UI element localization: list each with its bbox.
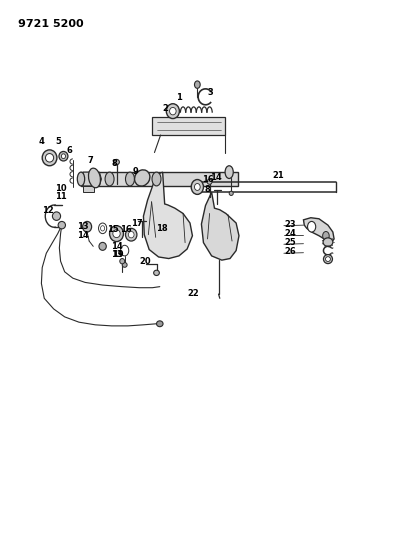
Text: 8: 8 <box>112 159 118 167</box>
Ellipse shape <box>122 263 127 267</box>
Text: 4: 4 <box>39 138 45 147</box>
Ellipse shape <box>120 259 125 264</box>
Ellipse shape <box>128 231 134 238</box>
Text: 10: 10 <box>55 183 67 192</box>
Text: 16: 16 <box>120 225 132 234</box>
Polygon shape <box>143 172 192 259</box>
Text: 15: 15 <box>107 225 118 234</box>
Circle shape <box>307 221 316 232</box>
Text: 9721 5200: 9721 5200 <box>18 19 83 29</box>
Polygon shape <box>152 117 225 135</box>
Ellipse shape <box>99 243 106 251</box>
Ellipse shape <box>170 108 176 115</box>
Ellipse shape <box>83 221 92 232</box>
Text: 18: 18 <box>156 224 167 233</box>
Ellipse shape <box>207 179 212 184</box>
Text: 16: 16 <box>202 175 214 184</box>
Ellipse shape <box>157 321 163 327</box>
Text: 14: 14 <box>77 231 89 240</box>
Ellipse shape <box>61 154 65 159</box>
Ellipse shape <box>88 168 100 188</box>
Text: 11: 11 <box>55 192 67 201</box>
Text: 26: 26 <box>284 247 296 256</box>
Ellipse shape <box>166 104 179 118</box>
Text: 9: 9 <box>133 166 139 175</box>
Ellipse shape <box>194 183 200 190</box>
Polygon shape <box>83 186 95 192</box>
Circle shape <box>194 81 200 88</box>
Ellipse shape <box>323 255 332 264</box>
Text: 3: 3 <box>208 88 213 97</box>
Ellipse shape <box>194 181 201 193</box>
Ellipse shape <box>125 172 134 186</box>
Text: 21: 21 <box>273 171 284 180</box>
Text: 2: 2 <box>163 104 169 113</box>
Text: 12: 12 <box>42 206 54 215</box>
Text: 23: 23 <box>284 220 296 229</box>
Ellipse shape <box>323 238 333 246</box>
Ellipse shape <box>125 228 137 241</box>
Ellipse shape <box>134 170 150 186</box>
Polygon shape <box>201 192 239 260</box>
Text: 20: 20 <box>139 257 151 265</box>
Text: 25: 25 <box>284 238 296 247</box>
Polygon shape <box>81 172 238 186</box>
Ellipse shape <box>326 257 330 262</box>
Text: 22: 22 <box>187 288 199 297</box>
Text: 24: 24 <box>284 229 296 238</box>
Polygon shape <box>83 172 102 186</box>
Text: 14: 14 <box>111 242 122 251</box>
Ellipse shape <box>152 172 161 186</box>
Ellipse shape <box>53 212 60 220</box>
Text: 7: 7 <box>88 156 94 165</box>
Text: 1: 1 <box>176 93 182 102</box>
Ellipse shape <box>105 172 114 186</box>
Polygon shape <box>303 217 334 243</box>
Text: 19: 19 <box>113 251 124 260</box>
Text: 17: 17 <box>131 219 143 228</box>
Ellipse shape <box>229 191 233 196</box>
Text: 14: 14 <box>210 173 222 182</box>
Text: 8: 8 <box>205 185 210 194</box>
Ellipse shape <box>42 150 57 166</box>
Text: 13: 13 <box>111 251 122 260</box>
Ellipse shape <box>59 151 68 161</box>
Text: 5: 5 <box>55 138 61 147</box>
Ellipse shape <box>191 180 203 195</box>
Ellipse shape <box>225 166 233 179</box>
Ellipse shape <box>110 225 123 241</box>
Text: 13: 13 <box>77 222 88 231</box>
Ellipse shape <box>77 172 85 186</box>
Ellipse shape <box>46 154 54 162</box>
Ellipse shape <box>113 230 120 238</box>
Text: 6: 6 <box>67 147 73 156</box>
Ellipse shape <box>58 221 65 229</box>
Ellipse shape <box>154 270 159 276</box>
Circle shape <box>323 231 329 240</box>
Ellipse shape <box>114 159 119 165</box>
